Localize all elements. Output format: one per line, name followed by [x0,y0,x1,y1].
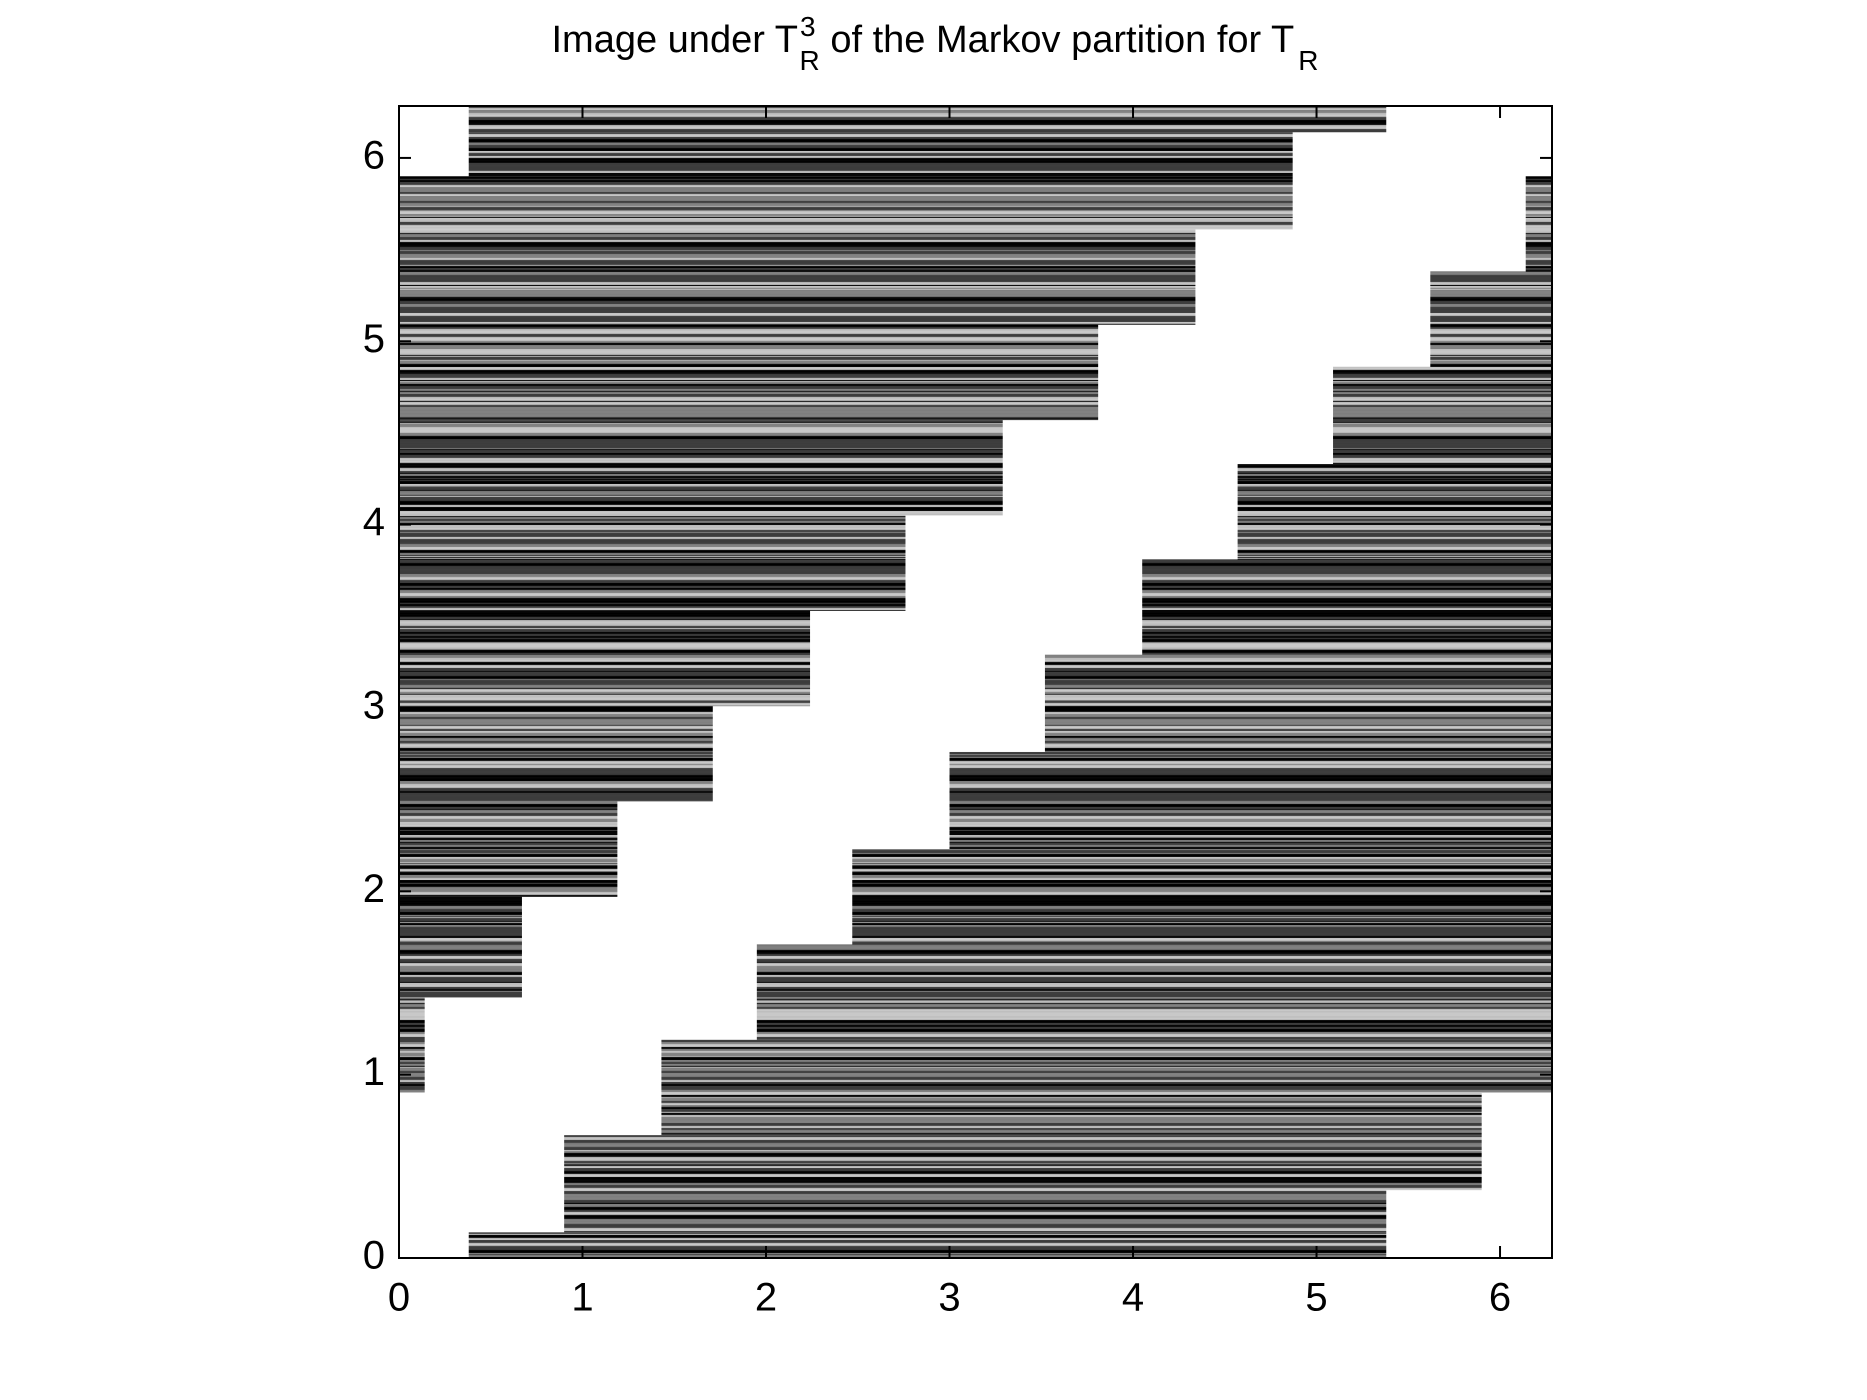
x-tick-label: 2 [755,1276,777,1320]
region [1333,366,1552,465]
title-sub: R [1298,45,1318,76]
x-tick-label: 4 [1122,1276,1144,1320]
region [468,132,1293,177]
region [399,997,425,1093]
y-tick-label: 0 [363,1234,385,1278]
x-tick-label: 6 [1489,1276,1511,1320]
region [399,801,618,897]
region [399,229,1196,325]
chart-title: Image under T3 R of the Markov partition … [552,11,1319,76]
y-tick-label: 1 [363,1050,385,1094]
x-tick-label: 5 [1305,1276,1327,1320]
title-sup: 3 [800,11,816,42]
title-text: Image under T [552,19,798,61]
x-tick-label: 3 [938,1276,960,1320]
region [756,944,1552,1040]
region [399,610,811,707]
region [399,324,1099,421]
x-tick-label: 1 [571,1276,593,1320]
region [399,896,522,998]
region [399,706,713,802]
region [399,420,1003,516]
y-tick-label: 5 [363,317,385,361]
region [661,1039,1552,1093]
region [399,176,1293,230]
region [468,106,1387,133]
y-tick-label: 2 [363,867,385,911]
region [661,1092,1482,1136]
y-tick-label: 3 [363,684,385,728]
y-tick-label: 6 [363,133,385,177]
plot-frame [398,105,1553,1259]
region [949,751,1552,850]
region [468,1232,1387,1258]
region [1430,271,1552,367]
region [1044,654,1552,752]
title-sub: R [800,45,820,76]
title-text: of the Markov partition for T [820,19,1295,61]
x-tick-label: 0 [388,1276,410,1320]
region [1525,176,1552,272]
region [1142,559,1552,655]
region [564,1190,1387,1233]
region [564,1135,1482,1191]
region [852,849,1552,945]
region [1237,464,1552,560]
region [399,515,906,611]
y-tick-label: 4 [363,500,385,544]
